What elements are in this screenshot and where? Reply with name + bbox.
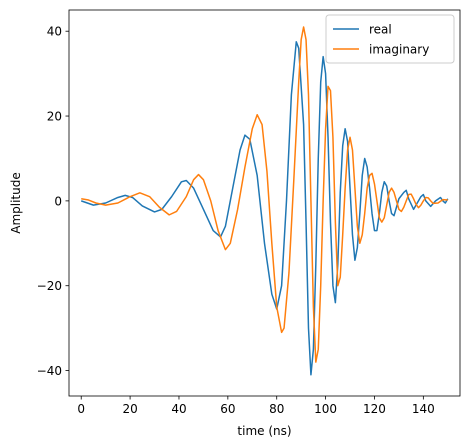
y-tick-label: −20 xyxy=(37,279,62,293)
series-line-real xyxy=(80,41,449,376)
y-tick-label: 0 xyxy=(54,194,62,208)
x-tick-label: 120 xyxy=(363,402,386,416)
x-tick-label: 100 xyxy=(314,402,337,416)
x-axis-label: time (ns) xyxy=(237,424,291,438)
x-tick-label: 20 xyxy=(122,402,137,416)
y-tick-label: 20 xyxy=(47,110,62,124)
y-axis-label: Amplitude xyxy=(9,172,23,234)
legend: real imaginary xyxy=(325,14,455,64)
legend-label-real: real xyxy=(369,23,392,37)
legend-box xyxy=(325,14,455,64)
x-tick-label: 40 xyxy=(171,402,186,416)
series-line-imaginary xyxy=(81,26,448,363)
plot-frame xyxy=(68,9,461,397)
x-tick-label: 60 xyxy=(220,402,235,416)
plot-area xyxy=(68,9,461,397)
y-tick-label: −40 xyxy=(37,364,62,378)
x-tick-label: 140 xyxy=(412,402,435,416)
x-tick-label: 0 xyxy=(77,402,85,416)
x-tick-label: 80 xyxy=(269,402,284,416)
legend-label-imaginary: imaginary xyxy=(369,43,429,57)
x-axis-ticks: 0 20 40 60 80 100 120 140 xyxy=(77,396,435,416)
y-tick-label: 40 xyxy=(47,25,62,39)
y-axis-ticks: −40 −20 0 20 40 xyxy=(37,25,69,378)
